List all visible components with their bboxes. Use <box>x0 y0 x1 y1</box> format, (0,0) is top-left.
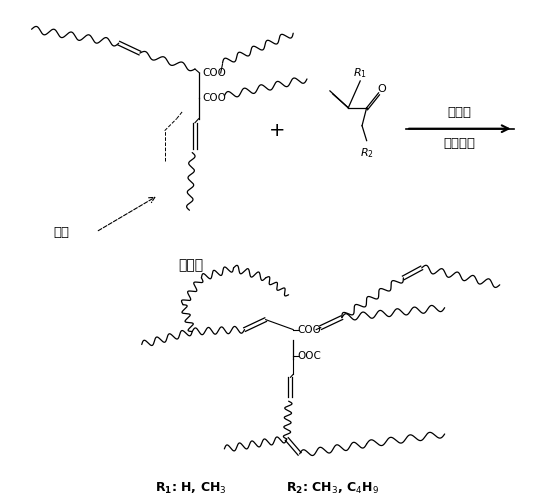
Text: $\mathbf{R_1}$: H, CH$_3$: $\mathbf{R_1}$: H, CH$_3$ <box>155 481 226 496</box>
Text: COO: COO <box>298 325 322 335</box>
Text: $\mathbf{R_2}$: CH$_3$, C$_4$H$_9$: $\mathbf{R_2}$: CH$_3$, C$_4$H$_9$ <box>286 481 379 496</box>
Text: COO: COO <box>203 93 226 103</box>
Text: O: O <box>378 84 387 94</box>
Text: +: + <box>269 121 286 140</box>
Text: COO: COO <box>203 68 226 78</box>
Text: 引发剂: 引发剂 <box>447 106 471 119</box>
Text: OOC: OOC <box>298 351 322 361</box>
Text: $R_2$: $R_2$ <box>360 147 373 160</box>
Text: 地沟油: 地沟油 <box>178 258 203 272</box>
Text: 双键: 双键 <box>53 226 69 238</box>
Text: 聚合反应: 聚合反应 <box>443 137 476 150</box>
Text: $R_1$: $R_1$ <box>353 66 367 80</box>
